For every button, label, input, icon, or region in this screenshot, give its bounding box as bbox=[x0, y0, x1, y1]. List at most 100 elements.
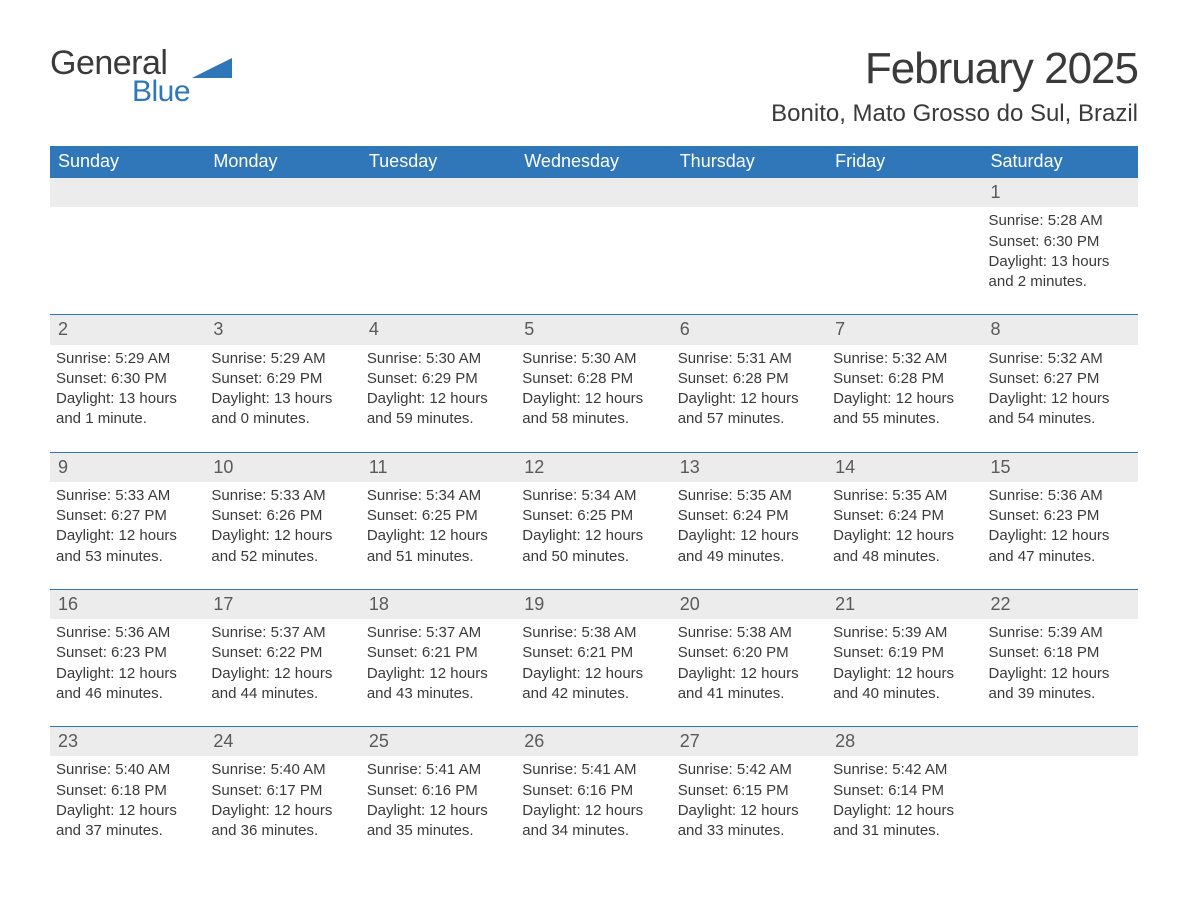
day-cell: Sunrise: 5:42 AMSunset: 6:15 PMDaylight:… bbox=[672, 756, 827, 863]
day-cell bbox=[983, 756, 1138, 863]
day-body-row: Sunrise: 5:40 AMSunset: 6:18 PMDaylight:… bbox=[50, 756, 1138, 863]
sunset-text: Sunset: 6:20 PM bbox=[678, 643, 821, 663]
day-number-cell: 14 bbox=[827, 453, 982, 482]
sunset-text: Sunset: 6:23 PM bbox=[56, 643, 199, 663]
daylight1-text: Daylight: 12 hours bbox=[522, 801, 665, 821]
day-number-cell: 16 bbox=[50, 590, 205, 619]
daylight2-text: and 33 minutes. bbox=[678, 821, 821, 841]
daylight1-text: Daylight: 12 hours bbox=[989, 526, 1132, 546]
day-number-row: 16171819202122 bbox=[50, 590, 1138, 619]
sunset-text: Sunset: 6:30 PM bbox=[56, 369, 199, 389]
sunset-text: Sunset: 6:26 PM bbox=[211, 506, 354, 526]
sunset-text: Sunset: 6:29 PM bbox=[367, 369, 510, 389]
day-cell: Sunrise: 5:29 AMSunset: 6:29 PMDaylight:… bbox=[205, 345, 360, 453]
sunrise-text: Sunrise: 5:41 AM bbox=[367, 760, 510, 780]
daylight2-text: and 57 minutes. bbox=[678, 409, 821, 429]
sunrise-text: Sunrise: 5:39 AM bbox=[833, 623, 976, 643]
daylight1-text: Daylight: 12 hours bbox=[989, 664, 1132, 684]
daylight1-text: Daylight: 12 hours bbox=[678, 389, 821, 409]
day-number-cell: 3 bbox=[205, 315, 360, 344]
daylight1-text: Daylight: 12 hours bbox=[833, 389, 976, 409]
day-cell: Sunrise: 5:37 AMSunset: 6:21 PMDaylight:… bbox=[361, 619, 516, 727]
day-number-cell: 6 bbox=[672, 315, 827, 344]
day-body-row: Sunrise: 5:29 AM Sunset: 6:30 PM Daylight:… bbox=[50, 345, 1138, 453]
day-number-cell: 20 bbox=[672, 590, 827, 619]
daylight1-text: Daylight: 12 hours bbox=[56, 526, 199, 546]
sunrise-text: Sunrise: 5:34 AM bbox=[522, 486, 665, 506]
day-number-cell: 19 bbox=[516, 590, 671, 619]
day-cell: Sunrise: 5:36 AMSunset: 6:23 PMDaylight:… bbox=[983, 482, 1138, 590]
sunset-text: Sunset: 6:25 PM bbox=[522, 506, 665, 526]
daylight2-text: and 44 minutes. bbox=[211, 684, 354, 704]
daylight1-text: Daylight: 12 hours bbox=[211, 664, 354, 684]
daylight1-text: Daylight: 12 hours bbox=[522, 526, 665, 546]
sunrise-text: Sunrise: 5:29 AM bbox=[211, 349, 354, 369]
day-number-cell: 10 bbox=[205, 453, 360, 482]
sunset-text: Sunset: 6:17 PM bbox=[211, 781, 354, 801]
day-header: Tuesday bbox=[361, 146, 516, 178]
sunset-text: Sunset: 6:16 PM bbox=[367, 781, 510, 801]
day-cell: Sunrise: 5:39 AMSunset: 6:18 PMDaylight:… bbox=[983, 619, 1138, 727]
day-body-row: Sunrise: 5:33 AMSunset: 6:27 PMDaylight:… bbox=[50, 482, 1138, 590]
day-number-cell: 21 bbox=[827, 590, 982, 619]
day-number-cell bbox=[205, 178, 360, 207]
day-number-cell: 9 bbox=[50, 453, 205, 482]
sunrise-text: Sunrise: 5:38 AM bbox=[678, 623, 821, 643]
daylight2-text: and 54 minutes. bbox=[989, 409, 1132, 429]
day-number-cell: 8 bbox=[983, 315, 1138, 344]
daylight1-text: Daylight: 12 hours bbox=[833, 801, 976, 821]
month-title: February 2025 bbox=[771, 44, 1138, 94]
day-cell: Sunrise: 5:37 AMSunset: 6:22 PMDaylight:… bbox=[205, 619, 360, 727]
sunset-text: Sunset: 6:23 PM bbox=[989, 506, 1132, 526]
daylight2-text: and 51 minutes. bbox=[367, 547, 510, 567]
daylight1-text: Daylight: 12 hours bbox=[678, 526, 821, 546]
day-cell: Sunrise: 5:28 AMSunset: 6:30 PMDaylight:… bbox=[983, 207, 1138, 315]
day-number-cell: 5 bbox=[516, 315, 671, 344]
daylight1-text: Daylight: 12 hours bbox=[678, 801, 821, 821]
daylight2-text: and 34 minutes. bbox=[522, 821, 665, 841]
daylight2-text: and 39 minutes. bbox=[989, 684, 1132, 704]
day-cell: Sunrise: 5:38 AMSunset: 6:21 PMDaylight:… bbox=[516, 619, 671, 727]
sunset-text: Sunset: 6:28 PM bbox=[522, 369, 665, 389]
day-number-cell: 24 bbox=[205, 727, 360, 756]
day-cell bbox=[516, 207, 671, 315]
daylight2-text: and 58 minutes. bbox=[522, 409, 665, 429]
logo: General Blue bbox=[50, 44, 232, 109]
day-cell: Sunrise: 5:41 AMSunset: 6:16 PMDaylight:… bbox=[361, 756, 516, 863]
daylight1-text: Daylight: 12 hours bbox=[211, 801, 354, 821]
sunset-text: Sunset: 6:24 PM bbox=[833, 506, 976, 526]
sunset-text: Sunset: 6:18 PM bbox=[989, 643, 1132, 663]
day-cell: Sunrise: 5:40 AMSunset: 6:17 PMDaylight:… bbox=[205, 756, 360, 863]
day-number-cell bbox=[827, 178, 982, 207]
sunrise-text: Sunrise: 5:35 AM bbox=[678, 486, 821, 506]
daylight2-text: and 47 minutes. bbox=[989, 547, 1132, 567]
sunrise-text: Sunrise: 5:37 AM bbox=[367, 623, 510, 643]
daylight2-text: and 46 minutes. bbox=[56, 684, 199, 704]
day-number-cell: 1 bbox=[983, 178, 1138, 207]
day-cell: Sunrise: 5:38 AMSunset: 6:20 PMDaylight:… bbox=[672, 619, 827, 727]
sunset-text: Sunset: 6:29 PM bbox=[211, 369, 354, 389]
day-cell: Sunrise: 5:32 AMSunset: 6:28 PMDaylight:… bbox=[827, 345, 982, 453]
daylight1-text: Daylight: 12 hours bbox=[989, 389, 1132, 409]
day-cell: Sunrise: 5:35 AMSunset: 6:24 PMDaylight:… bbox=[827, 482, 982, 590]
daylight1-text: Daylight: 12 hours bbox=[833, 664, 976, 684]
daylight2-text: and 42 minutes. bbox=[522, 684, 665, 704]
sunset-text: Sunset: 6:24 PM bbox=[678, 506, 821, 526]
day-header: Friday bbox=[827, 146, 982, 178]
sunset-text: Sunset: 6:14 PM bbox=[833, 781, 976, 801]
sunset-text: Sunset: 6:22 PM bbox=[211, 643, 354, 663]
daylight2-text: and 40 minutes. bbox=[833, 684, 976, 704]
daylight2-text: and 35 minutes. bbox=[367, 821, 510, 841]
sunset-text: Sunset: 6:27 PM bbox=[56, 506, 199, 526]
daylight1-text: Daylight: 12 hours bbox=[367, 389, 510, 409]
day-header: Thursday bbox=[672, 146, 827, 178]
flag-icon bbox=[192, 54, 232, 78]
sunrise-text: Sunrise: 5:32 AM bbox=[833, 349, 976, 369]
daylight2-text: and 49 minutes. bbox=[678, 547, 821, 567]
daylight2-text: and 48 minutes. bbox=[833, 547, 976, 567]
sunrise-text: Sunrise: 5:36 AM bbox=[56, 623, 199, 643]
day-number-cell bbox=[516, 178, 671, 207]
sunrise-text: Sunrise: 5:42 AM bbox=[833, 760, 976, 780]
sunset-text: Sunset: 6:27 PM bbox=[989, 369, 1132, 389]
day-cell bbox=[672, 207, 827, 315]
